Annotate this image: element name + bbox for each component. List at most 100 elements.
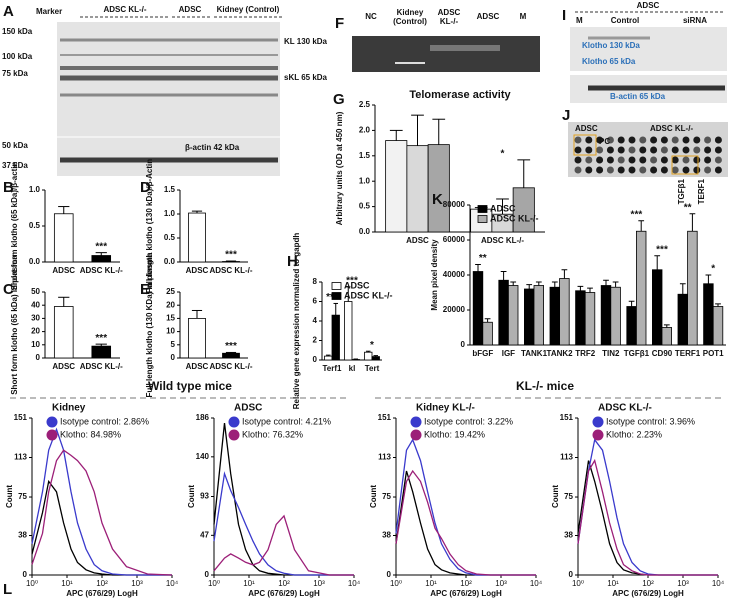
bar [344, 301, 353, 361]
y-tick-label: 38 [564, 531, 573, 540]
y-tick-label: 113 [378, 453, 391, 462]
highlight [573, 134, 597, 156]
lane-label: M [519, 12, 527, 21]
x-tick-label: 10⁰ [26, 579, 38, 588]
error-bar [373, 355, 378, 357]
bar [600, 285, 612, 346]
error-bar [612, 281, 619, 288]
bar [498, 279, 509, 346]
error-bar [95, 252, 107, 256]
legend-swatch [331, 282, 342, 290]
legend-marker [46, 429, 58, 441]
error-bar [654, 255, 661, 270]
x-tick-label: IGF [502, 349, 515, 358]
y-tick-label: 10 [166, 327, 175, 336]
error-bar [526, 284, 533, 289]
annotation: * [501, 149, 505, 160]
group-label: ADSC [637, 1, 660, 10]
error-bar [663, 324, 670, 328]
panel-letter: E [140, 281, 150, 298]
legend-swatch [477, 205, 488, 213]
y-axis-label: Count [5, 485, 14, 508]
y-tick-label: 1.0 [359, 176, 371, 185]
chart-title: Kidney [52, 403, 86, 414]
bar [222, 352, 240, 359]
y-tick-label: 113 [14, 453, 27, 462]
error-bar [535, 281, 542, 286]
y-tick-label: 2.0 [359, 126, 371, 135]
y-tick-label: 8 [313, 277, 318, 286]
panel-letter: J [562, 107, 570, 124]
y-tick-label: 0 [205, 570, 210, 579]
x-tick-label: 10¹ [425, 579, 437, 588]
panel-letter: D [140, 179, 151, 196]
x-tick-label: 10⁴ [166, 579, 179, 588]
annotation: *** [225, 341, 237, 352]
y-tick-label: 0.0 [359, 227, 371, 236]
legend-label: ADSC [344, 280, 370, 290]
chart-title: ADSC KL-/- [598, 403, 652, 414]
x-axis-label: APC (676/29) LogH [66, 589, 138, 598]
bar [53, 213, 74, 263]
y-tick-label: 140 [196, 452, 210, 461]
bar [549, 286, 561, 346]
series-line [213, 471, 354, 576]
bar [703, 283, 714, 346]
legend-marker [46, 416, 58, 428]
panel-letter: K [432, 191, 443, 208]
error-bar [603, 279, 609, 286]
size-label: 150 kDa [2, 27, 33, 36]
y-axis-label: Full length klotho (130 KDa) in plasma [145, 252, 154, 397]
lane-label: ADSC KL-/- [103, 5, 146, 14]
band-label: B-actin 65 kDa [610, 92, 666, 101]
legend-marker [228, 416, 240, 428]
y-tick-label: 151 [560, 413, 574, 422]
legend-label: Klotho: 76.32% [242, 429, 303, 439]
x-tick-label: ADSC [186, 266, 209, 275]
x-tick-label: 10² [460, 579, 472, 588]
y-axis-label: Count [187, 485, 196, 508]
bar [188, 212, 206, 263]
group-heading: Wild type mice [148, 379, 232, 393]
y-tick-label: 151 [14, 413, 28, 422]
highlight [671, 155, 699, 175]
marker-label: Marker [36, 7, 62, 16]
panel-letter: L [3, 581, 12, 598]
x-tick-label: ADSC [186, 362, 209, 371]
panel-letter: H [287, 253, 298, 270]
legend-swatch [477, 215, 488, 223]
x-tick-label: TGFβ1 [624, 349, 650, 358]
x-tick-label: 10³ [677, 579, 689, 588]
error-bar [587, 287, 593, 293]
y-tick-label: 2.5 [359, 100, 371, 109]
annotation: *** [225, 250, 237, 261]
bar [687, 230, 698, 346]
error-bar [577, 285, 584, 291]
error-bar [95, 343, 107, 347]
y-axis-label: Relative gene expression normalized to g… [292, 233, 301, 410]
error-bar [346, 286, 351, 302]
error-bar [432, 118, 446, 145]
bar [472, 271, 484, 346]
bar [406, 145, 429, 233]
bar [482, 321, 493, 346]
x-tick-label: TANK1 [521, 349, 548, 358]
x-axis-label: APC (676/29) LogH [612, 589, 684, 598]
x-tick-label: TRF2 [575, 349, 596, 358]
bar [533, 285, 545, 346]
annotation: *** [656, 244, 668, 255]
series-line [31, 479, 172, 576]
legend-marker [410, 429, 422, 441]
error-bar [551, 281, 558, 288]
legend-marker [228, 429, 240, 441]
panel-letter: F [335, 15, 344, 32]
y-tick-label: 0 [313, 355, 318, 364]
y-tick-label: 0 [36, 353, 41, 362]
bar [636, 230, 647, 346]
band-label: β-actin 42 kDa [185, 143, 240, 152]
legend-marker [592, 429, 604, 441]
annotation: ** [479, 253, 487, 264]
error-bar [411, 114, 424, 146]
y-axis-label: Count [369, 485, 378, 508]
